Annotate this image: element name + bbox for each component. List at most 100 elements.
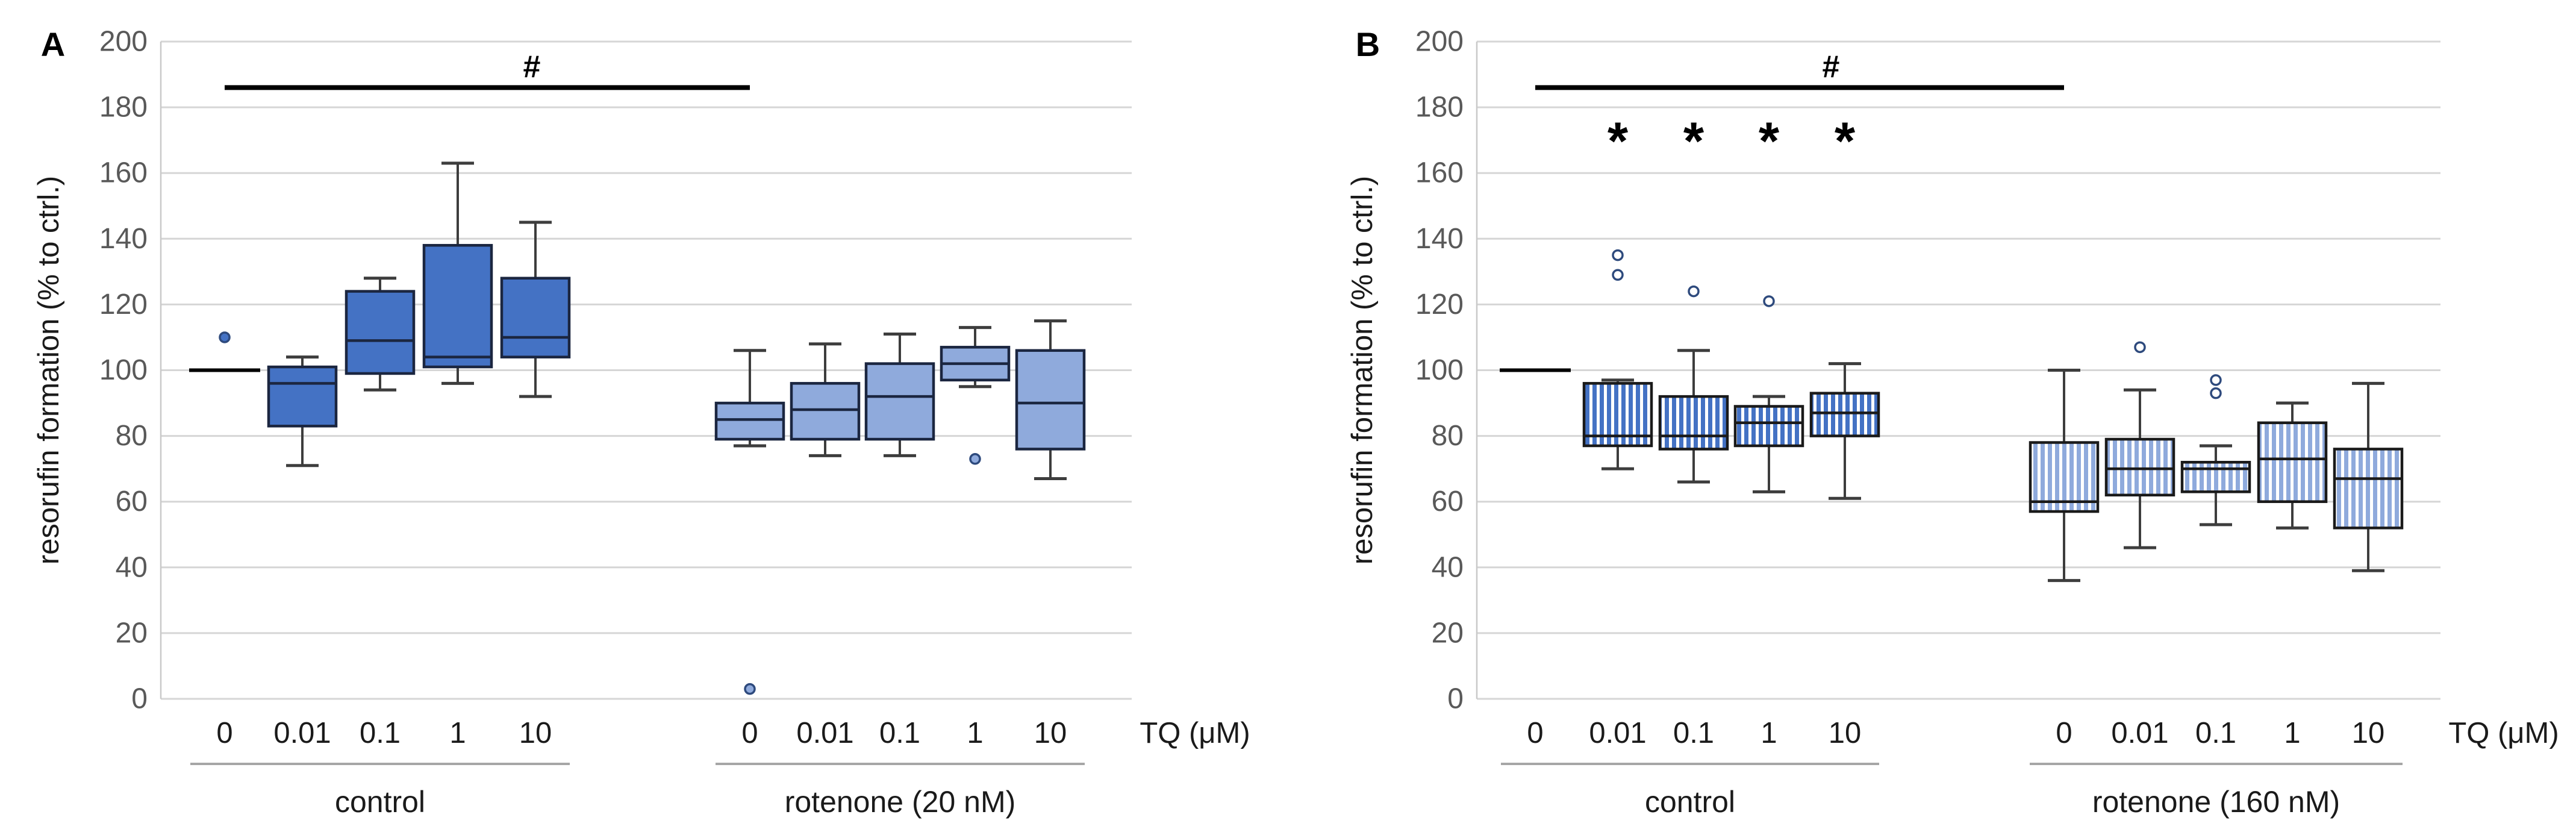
outlier-point	[2210, 374, 2222, 386]
box-rect	[1809, 392, 1880, 437]
box-rect	[2104, 437, 2175, 497]
box-group-rotenone-20-nm-	[714, 319, 1086, 695]
box-control-1	[422, 161, 493, 385]
x-tick-label: 1	[967, 717, 983, 749]
box-rect	[864, 362, 935, 441]
box-group-control	[189, 161, 571, 467]
x-tick-label: 0	[741, 717, 758, 749]
y-tick-label: 140	[99, 223, 148, 255]
box-rotenone-0.01	[2104, 341, 2175, 549]
box-rect	[1015, 349, 1086, 451]
box-rotenone-0.1	[864, 332, 935, 457]
y-tick-labels: 0 20 40 60 80 100 120 140 160 180 200	[99, 26, 148, 715]
box-rect	[267, 365, 338, 428]
box-control-10	[500, 220, 571, 398]
x-tick-label: 0.1	[1673, 717, 1714, 749]
significance-star: *	[1608, 111, 1629, 170]
box-rect	[714, 401, 785, 441]
y-tick-label: 0	[131, 683, 148, 715]
x-tick-label: 0	[216, 717, 232, 749]
box-rect	[422, 243, 493, 369]
y-tick-label: 20	[1432, 617, 1464, 649]
outlier-point	[1612, 269, 1624, 281]
group-label: control	[1645, 785, 1735, 819]
significance-hash-label: #	[523, 49, 541, 84]
box-rotenone-1	[2257, 401, 2328, 530]
x-axis-title: TQ (μM)	[1140, 717, 1250, 749]
y-tick-label: 80	[116, 420, 148, 452]
x-axis-title: TQ (μM)	[2448, 717, 2559, 749]
box-group-rotenone-160-nm-	[2029, 341, 2404, 583]
box-rotenone-0	[714, 349, 785, 695]
box-group-control	[1500, 249, 1880, 500]
x-tick-label: 1	[1760, 717, 1777, 749]
box-rect	[1733, 405, 1804, 448]
significance-star: *	[1835, 111, 1856, 170]
x-tick-label: 0.01	[1589, 717, 1646, 749]
box-control-0.1	[1658, 285, 1729, 484]
x-tick-label: 1	[449, 717, 466, 749]
y-tick-label: 100	[1415, 354, 1464, 386]
box-control-1	[1733, 295, 1804, 493]
box-rotenone-0.1	[2180, 374, 2251, 527]
box-rotenone-1	[940, 326, 1011, 465]
y-tick-label: 0	[1447, 683, 1464, 715]
x-tick-label: 10	[1034, 717, 1067, 749]
box-rect	[2333, 448, 2404, 530]
box-rect	[790, 382, 861, 441]
y-tick-label: 80	[1432, 420, 1464, 452]
box-rect	[345, 290, 416, 375]
outlier-point	[219, 331, 231, 343]
y-tick-label: 200	[1415, 26, 1464, 58]
box-rotenone-10	[2333, 381, 2404, 572]
y-tick-label: 20	[116, 617, 148, 649]
box-rect	[2029, 441, 2100, 513]
x-tick-label: 0.01	[273, 717, 331, 749]
x-tick-label: 10	[2352, 717, 2385, 749]
y-tick-label: 180	[1415, 92, 1464, 124]
group-label: rotenone (160 nM)	[2092, 785, 2340, 819]
outlier-point	[1612, 249, 1624, 261]
box-rotenone-0	[2029, 369, 2100, 583]
outlier-point	[969, 453, 981, 465]
y-tick-label: 140	[1415, 223, 1464, 255]
x-tick-label: 1	[2284, 717, 2300, 749]
x-tick-label: 0.1	[360, 717, 401, 749]
outlier-point	[2134, 341, 2146, 354]
outlier-point	[744, 683, 756, 695]
y-axis-title: resorufin formation (% to ctrl.)	[1346, 176, 1379, 564]
significance-star: *	[1683, 111, 1704, 170]
box-rotenone-0.01	[790, 342, 861, 457]
x-tick-label: 0.1	[879, 717, 920, 749]
x-tick-label: 10	[1829, 717, 1862, 749]
y-tick-labels: 0 20 40 60 80 100 120 140 160 180 200	[1415, 26, 1464, 715]
significance-hash-label: #	[1823, 49, 1840, 84]
x-tick-label: 0.01	[796, 717, 853, 749]
box-control-0	[189, 331, 260, 372]
group-label: control	[335, 785, 425, 819]
box-control-0.1	[345, 277, 416, 392]
outlier-point	[1763, 295, 1775, 307]
box-rect	[2257, 421, 2328, 503]
y-tick-label: 40	[1432, 551, 1464, 583]
x-tick-label: 10	[519, 717, 552, 749]
box-rect	[1658, 395, 1729, 451]
y-tick-label: 160	[99, 157, 148, 189]
y-tick-label: 200	[99, 26, 148, 58]
outlier-point	[1688, 285, 1700, 298]
box-rect	[2180, 460, 2251, 493]
box-control-0.01	[1582, 249, 1653, 471]
x-tick-label: 0.01	[2111, 717, 2168, 749]
box-rect	[500, 277, 571, 358]
panel-letter: B	[1356, 25, 1380, 63]
x-tick-label: 0	[2056, 717, 2072, 749]
x-tick-label: 0	[1527, 717, 1543, 749]
box-control-10	[1809, 362, 1880, 500]
y-tick-label: 100	[99, 354, 148, 386]
panel-letter: A	[41, 25, 65, 63]
outlier-point	[2210, 387, 2222, 399]
y-tick-label: 160	[1415, 157, 1464, 189]
group-label: rotenone (20 nM)	[785, 785, 1016, 819]
